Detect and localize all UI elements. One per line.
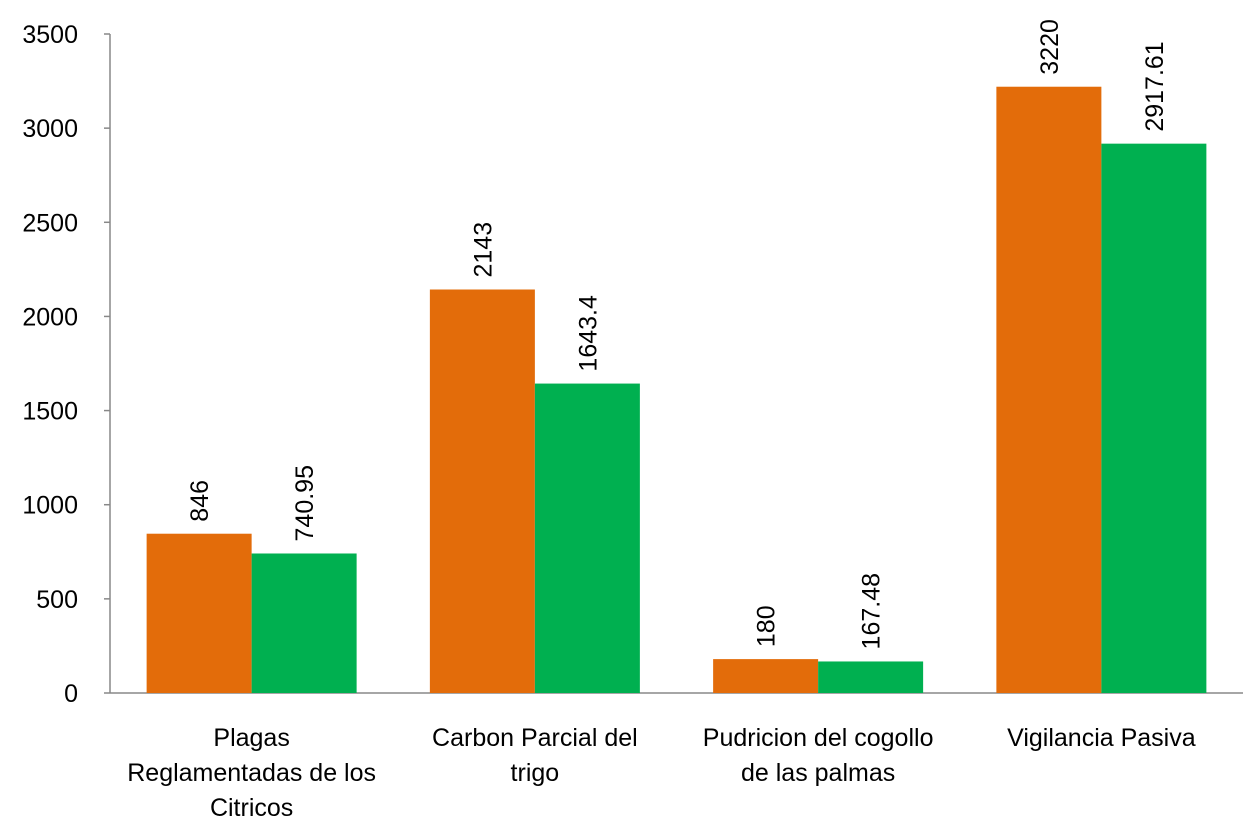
data-label: 2143	[469, 222, 497, 278]
data-label: 180	[753, 605, 781, 647]
bar	[534, 383, 640, 693]
category-label-line: Citricos	[210, 794, 293, 822]
bar	[818, 661, 924, 693]
y-tick-label: 2500	[22, 209, 78, 237]
y-tick-label: 2000	[22, 303, 78, 331]
bar	[1101, 143, 1207, 694]
category-label-line: trigo	[511, 759, 560, 787]
bar	[251, 553, 357, 693]
y-tick-label: 3000	[22, 115, 78, 143]
data-label: 167.48	[858, 573, 886, 649]
category-label: Pudricion del cogollo de las palmas	[703, 724, 934, 787]
category-label-line: de las palmas	[741, 759, 895, 787]
category-label-line: Carbon Parcial del	[432, 724, 638, 752]
x-axis: Plagas Reglamentadas de los Citricos Carbon…	[110, 692, 1243, 822]
y-tick-label: 0	[64, 680, 78, 708]
data-label: 3220	[1036, 19, 1064, 75]
data-label: 740.95	[291, 465, 319, 541]
y-tick-label: 3500	[22, 21, 78, 49]
data-label: 2917.61	[1141, 41, 1169, 131]
bars	[146, 86, 1207, 694]
category-label: Vigilancia Pasiva	[1007, 724, 1196, 752]
y-tick-label: 1500	[22, 398, 78, 426]
bar	[429, 289, 535, 693]
category-label-line: Reglamentadas de los	[127, 759, 376, 787]
bar	[996, 86, 1102, 694]
category-label: Plagas Reglamentadas de los Citricos	[127, 724, 376, 822]
category-label: Carbon Parcial del trigo	[432, 724, 638, 787]
y-axis: 0 500 1000 1500 2000 2500 3000 3500	[22, 21, 111, 708]
data-label: 1643.4	[574, 295, 602, 372]
y-tick-label: 500	[36, 586, 78, 614]
y-tick-label: 1000	[22, 492, 78, 520]
data-labels: 846 740.95 2143 1643.4 180 167.48 3220 2917.61	[186, 19, 1169, 649]
bar	[146, 533, 252, 693]
category-label-line: Plagas	[213, 724, 289, 752]
data-label: 846	[186, 480, 214, 522]
category-label-line: Vigilancia Pasiva	[1007, 724, 1196, 752]
bar	[713, 659, 819, 693]
category-label-line: Pudricion del cogollo	[703, 724, 934, 752]
